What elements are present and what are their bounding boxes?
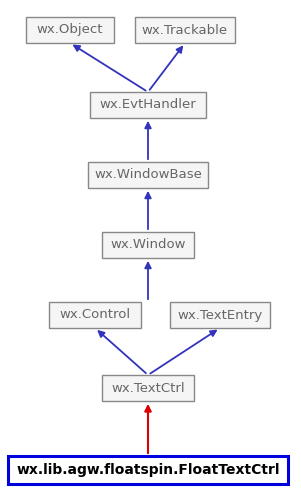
FancyBboxPatch shape bbox=[26, 17, 114, 43]
Text: wx.Trackable: wx.Trackable bbox=[142, 24, 228, 36]
FancyBboxPatch shape bbox=[170, 302, 270, 328]
FancyBboxPatch shape bbox=[88, 162, 208, 188]
Text: wx.WindowBase: wx.WindowBase bbox=[94, 168, 202, 181]
FancyBboxPatch shape bbox=[135, 17, 235, 43]
Text: wx.EvtHandler: wx.EvtHandler bbox=[100, 98, 196, 111]
Text: wx.Object: wx.Object bbox=[37, 24, 103, 36]
Text: wx.Window: wx.Window bbox=[110, 238, 186, 251]
FancyBboxPatch shape bbox=[8, 456, 288, 484]
FancyBboxPatch shape bbox=[102, 375, 194, 401]
FancyBboxPatch shape bbox=[90, 92, 206, 118]
Text: wx.TextEntry: wx.TextEntry bbox=[177, 308, 263, 322]
Text: wx.Control: wx.Control bbox=[59, 308, 131, 322]
Text: wx.TextCtrl: wx.TextCtrl bbox=[111, 382, 185, 395]
FancyBboxPatch shape bbox=[102, 232, 194, 258]
Text: wx.lib.agw.floatspin.FloatTextCtrl: wx.lib.agw.floatspin.FloatTextCtrl bbox=[16, 463, 280, 477]
FancyBboxPatch shape bbox=[49, 302, 141, 328]
